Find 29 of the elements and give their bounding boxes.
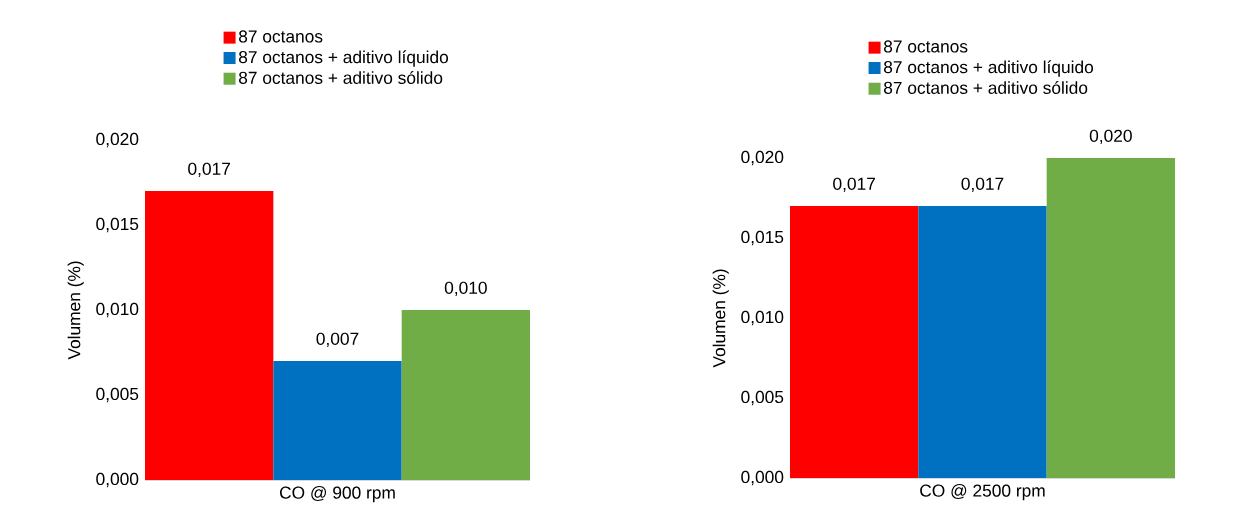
data-label: 0,017	[961, 177, 1004, 192]
data-label: 0,007	[316, 332, 359, 347]
bar	[273, 361, 402, 480]
data-label: 0,020	[1089, 129, 1132, 144]
x-tick-label: CO @ 2500 rpm	[920, 484, 1045, 501]
data-label: 0,017	[833, 177, 875, 192]
y-axis-title: Volumen (%)	[67, 261, 84, 360]
legend-label: 87 octanos + aditivo líquido	[883, 60, 1094, 77]
legend-label: 87 octanos	[238, 30, 323, 43]
bar	[145, 191, 274, 480]
legend-label: 87 octanos + aditivo sólido	[883, 81, 1088, 94]
y-axis-title: Volumen (%)	[712, 269, 729, 368]
y-tick-label: 0,000	[96, 472, 139, 488]
y-tick-label: 0,005	[741, 390, 784, 406]
data-label: 0,017	[188, 162, 230, 177]
y-tick-label: 0,000	[741, 470, 784, 486]
y-tick-label: 0,015	[741, 230, 784, 246]
legend-label: 87 octanos + aditivo sólido	[238, 71, 443, 84]
y-tick-label: 0,010	[96, 302, 139, 318]
legend-label: 87 octanos	[883, 40, 968, 53]
y-tick-label: 0,010	[741, 310, 784, 326]
data-label: 0,010	[444, 281, 487, 296]
legend-label: 87 octanos + aditivo líquido	[238, 50, 449, 67]
bar	[401, 310, 531, 480]
y-tick-label: 0,015	[96, 217, 139, 233]
y-tick-label: 0,020	[741, 150, 784, 166]
y-tick-label: 0,005	[96, 387, 139, 403]
x-tick-label: CO @ 900 rpm	[279, 486, 395, 503]
y-tick-label: 0,020	[96, 132, 139, 148]
